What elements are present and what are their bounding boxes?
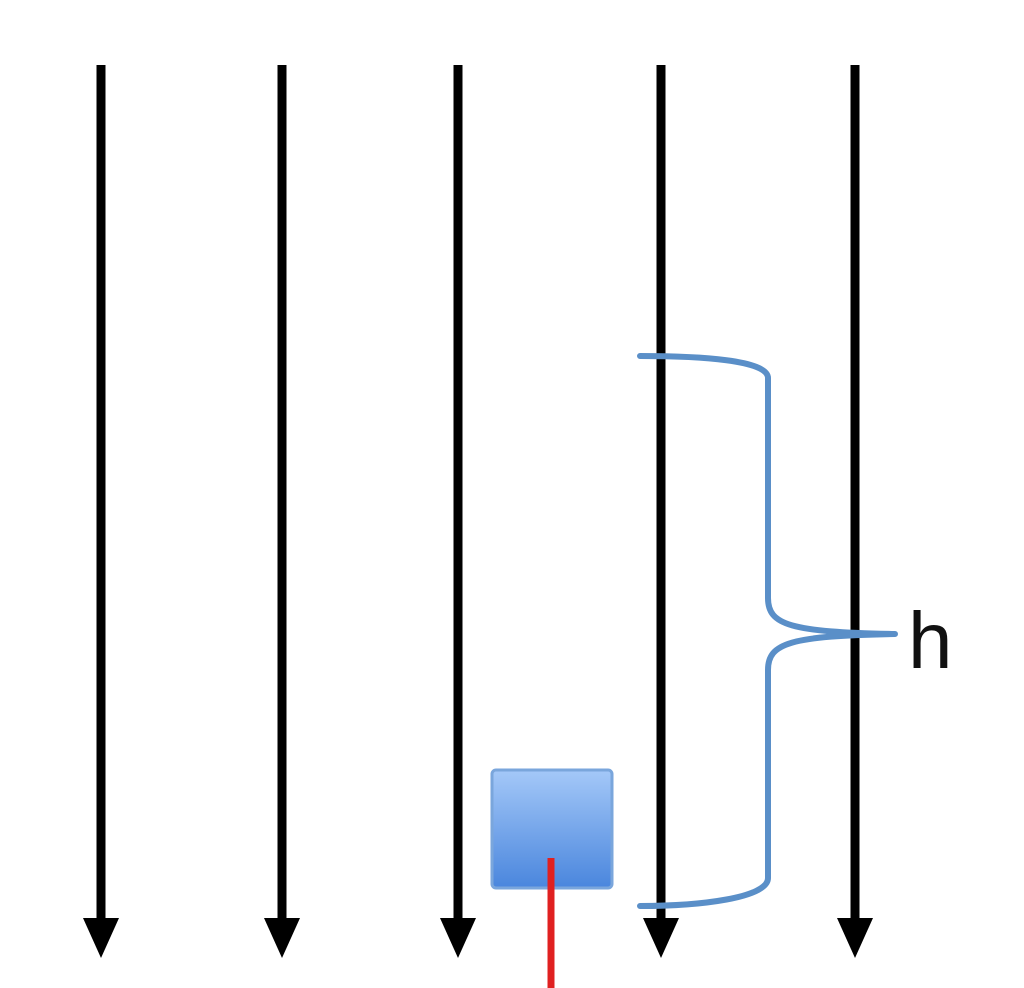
field-line-5: [837, 65, 873, 958]
arrowhead-down-icon: [440, 918, 476, 958]
arrowhead-down-icon: [837, 918, 873, 958]
arrowhead-down-icon: [83, 918, 119, 958]
arrowhead-down-icon: [264, 918, 300, 958]
arrowhead-down-icon: [643, 918, 679, 958]
field-line-2: [264, 65, 300, 958]
height-label: h: [908, 596, 953, 685]
height-brace: [637, 353, 898, 909]
field-line-4: [643, 65, 679, 958]
field-line-1: [83, 65, 119, 958]
field-line-3: [440, 65, 476, 958]
